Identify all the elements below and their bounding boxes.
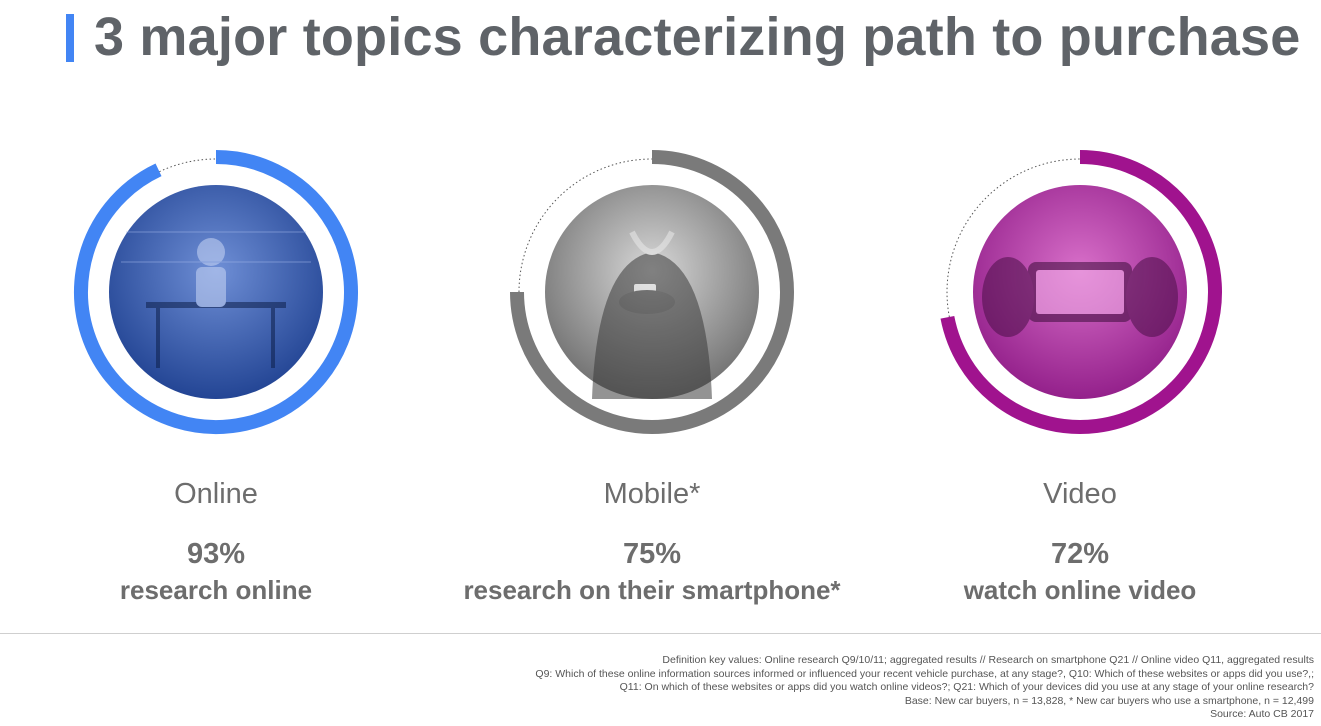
video-photo-detail-icon [982, 257, 1178, 337]
mobile-value-arc [510, 150, 794, 434]
footnote-definitions: Definition key values: Online research Q… [662, 654, 1314, 666]
video-description-label: watch online video [963, 575, 1197, 605]
online-topic-label: Online [174, 478, 258, 510]
footnote-source: Source: Auto CB 2017 [1210, 708, 1314, 721]
title-accent-bar [66, 14, 74, 62]
footnotes: Definition key values: Online research Q… [535, 654, 1314, 722]
mobile-donut-chart [510, 150, 794, 434]
video-value-label: 72% [1050, 538, 1110, 570]
online-value-label: 93% [186, 538, 246, 570]
video-donut-chart [940, 150, 1222, 434]
mobile-topic-label: Mobile* [603, 478, 701, 510]
footnote-q9-q10: Q9: Which of these online information so… [535, 667, 1314, 680]
video-donut-panel: Video 72% watch online video [870, 140, 1290, 610]
online-photo-detail-icon [121, 231, 311, 368]
video-remainder-arc [946, 158, 1080, 318]
footer-divider [0, 633, 1321, 634]
video-topic-label: Video [1043, 478, 1117, 510]
video-value-arc [940, 150, 1222, 434]
footnote-q11-q21: Q11: On which of these websites or apps … [619, 681, 1314, 694]
mobile-donut-panel: Mobile* 75% research on their smartphone… [442, 140, 862, 610]
online-donut-chart [74, 150, 358, 434]
mobile-remainder-arc [518, 158, 652, 293]
mobile-value-label: 75% [622, 538, 682, 570]
page-title: 3 major topics characterizing path to pu… [94, 7, 1301, 67]
online-value-arc [74, 150, 358, 434]
online-remainder-arc [159, 158, 216, 173]
online-donut-panel: Online 93% research online [6, 140, 426, 610]
online-description-label: research online [119, 575, 313, 605]
mobile-photo-detail-icon [592, 230, 712, 399]
footnote-base: Base: New car buyers, n = 13,828, * New … [904, 694, 1314, 707]
mobile-description-label: research on their smartphone* [463, 575, 841, 605]
